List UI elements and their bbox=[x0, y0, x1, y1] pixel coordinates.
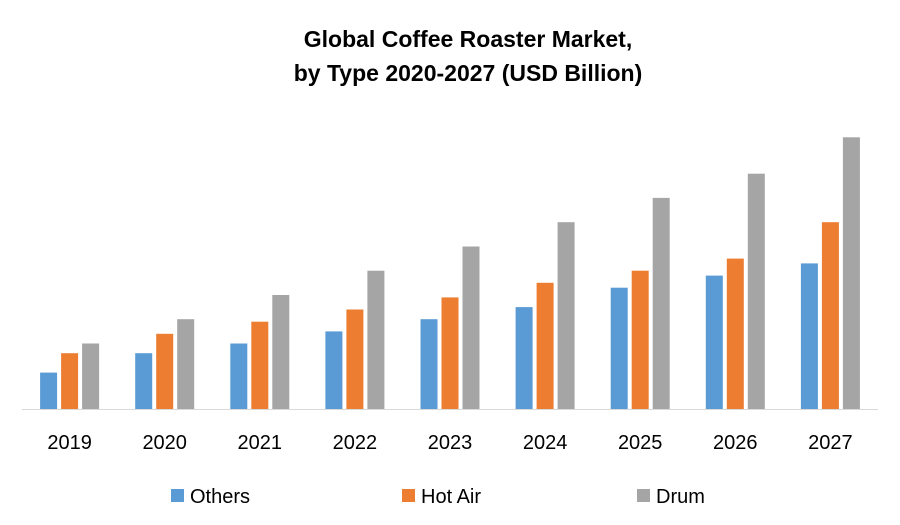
legend-swatch-others bbox=[171, 489, 184, 502]
bar-hot-air-2020 bbox=[156, 333, 174, 409]
bar-drum-2021 bbox=[272, 295, 290, 409]
bar-hot-air-2024 bbox=[536, 282, 554, 409]
x-tick-label: 2024 bbox=[523, 432, 568, 454]
x-tick-label: 2019 bbox=[47, 432, 92, 454]
bar-hot-air-2022 bbox=[346, 309, 364, 409]
bar-hot-air-2026 bbox=[726, 258, 744, 409]
legend-swatch-drum bbox=[637, 489, 650, 502]
x-tick-label: 2026 bbox=[713, 432, 758, 454]
bar-others-2019 bbox=[40, 372, 58, 409]
legend-label-others: Others bbox=[190, 486, 250, 508]
x-tick-label: 2020 bbox=[142, 432, 187, 454]
x-tick-label: 2021 bbox=[238, 432, 283, 454]
bar-hot-air-2019 bbox=[61, 353, 79, 409]
legend-label-hot-air: Hot Air bbox=[421, 486, 481, 508]
bar-others-2026 bbox=[705, 275, 723, 409]
bar-drum-2019 bbox=[82, 343, 100, 409]
x-tick-label: 2022 bbox=[333, 432, 378, 454]
legend: Others Hot Air Drum bbox=[171, 486, 705, 508]
legend-swatch-hot-air bbox=[402, 489, 415, 502]
bar-drum-2025 bbox=[652, 197, 670, 409]
bar-others-2021 bbox=[230, 343, 248, 409]
bar-others-2024 bbox=[515, 307, 533, 409]
bar-hot-air-2023 bbox=[441, 297, 459, 409]
bar-hot-air-2025 bbox=[631, 270, 649, 409]
bar-drum-2023 bbox=[462, 246, 480, 409]
bar-others-2025 bbox=[610, 287, 628, 409]
bar-drum-2022 bbox=[367, 270, 385, 409]
chart-title: Global Coffee Roaster Market, bbox=[304, 26, 632, 52]
bar-drum-2026 bbox=[747, 173, 765, 409]
bar-drum-2020 bbox=[177, 319, 195, 409]
plot-area bbox=[40, 137, 860, 410]
legend-label-drum: Drum bbox=[656, 486, 705, 508]
bar-others-2022 bbox=[325, 331, 343, 409]
bar-others-2027 bbox=[800, 263, 818, 409]
x-tick-label: 2023 bbox=[428, 432, 473, 454]
bar-hot-air-2027 bbox=[821, 222, 839, 409]
bar-others-2020 bbox=[135, 353, 153, 409]
x-tick-label: 2025 bbox=[618, 432, 663, 454]
bar-drum-2024 bbox=[557, 222, 575, 409]
bar-drum-2027 bbox=[842, 137, 860, 410]
x-axis-ticks: 2019 2020 2021 2022 2023 2024 2025 2026 2027 bbox=[47, 432, 852, 454]
bar-others-2023 bbox=[420, 319, 438, 409]
bar-hot-air-2021 bbox=[251, 321, 269, 409]
x-tick-label: 2027 bbox=[808, 432, 853, 454]
chart-subtitle: by Type 2020-2027 (USD Billion) bbox=[294, 60, 643, 86]
